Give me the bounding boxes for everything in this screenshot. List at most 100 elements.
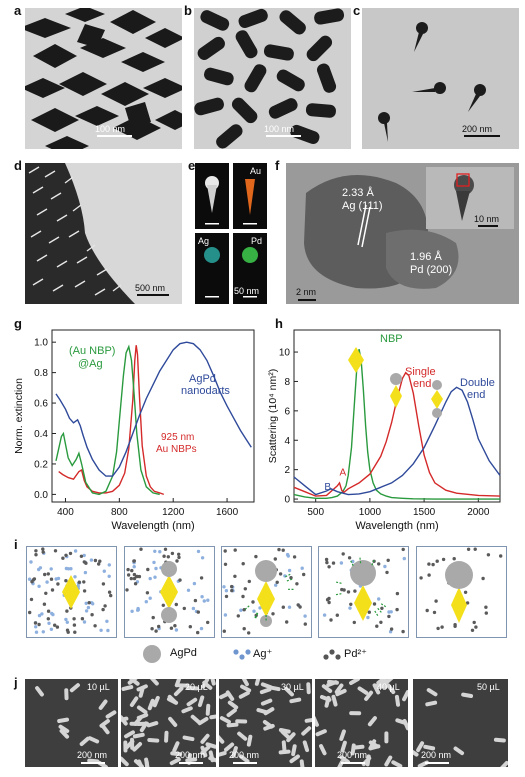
sem-particle bbox=[241, 679, 249, 687]
legend-label-ag: Ag⁺ bbox=[253, 648, 273, 660]
pd-ion bbox=[77, 580, 81, 584]
lattice-spacing-1: 2.33 Å bbox=[342, 187, 374, 199]
ag-ion bbox=[37, 584, 41, 588]
panel-label-a: a bbox=[14, 3, 22, 18]
ag-ion bbox=[107, 563, 112, 567]
extinction-chart: 400 800 1200 1600 0.0 0.2 0.4 0.6 0.8 1.0 Waveleng… bbox=[13, 329, 255, 532]
growth-arrow bbox=[349, 560, 354, 566]
pd-ion bbox=[387, 614, 391, 619]
ag-ion bbox=[65, 620, 69, 624]
sem-particle bbox=[315, 715, 319, 727]
ag-ion bbox=[132, 565, 136, 569]
sem-particle bbox=[57, 717, 70, 723]
sem-particle bbox=[299, 759, 305, 767]
pd-ion bbox=[486, 553, 491, 557]
sem-particle bbox=[209, 679, 216, 686]
ag-ion bbox=[84, 609, 89, 613]
sem-particle bbox=[185, 757, 198, 763]
ag-ion bbox=[130, 609, 134, 613]
sem-particle bbox=[35, 686, 44, 697]
scale-label-c: 200 nm bbox=[462, 124, 493, 134]
sem-scale-1: 200 nm bbox=[77, 750, 108, 760]
pd-ion bbox=[34, 553, 38, 557]
pd-ion bbox=[173, 624, 177, 628]
pd-ion bbox=[340, 587, 344, 592]
pd-ion bbox=[64, 579, 68, 583]
lattice-fringes-f bbox=[286, 163, 519, 304]
sem-particle bbox=[384, 755, 393, 767]
growth-arrow bbox=[335, 581, 342, 584]
sem-particle bbox=[262, 719, 274, 729]
ag-ion bbox=[383, 564, 387, 569]
ag-ion bbox=[54, 577, 58, 581]
eds-map-haadf bbox=[195, 163, 229, 229]
pd-ion bbox=[56, 582, 60, 586]
sem-particle bbox=[200, 745, 211, 755]
pd-ion bbox=[375, 624, 379, 628]
sem-scale-2: 200 nm bbox=[175, 750, 206, 760]
pd-ion bbox=[329, 618, 333, 622]
sem-particle bbox=[209, 713, 216, 720]
ag-ion bbox=[102, 569, 107, 573]
sem-particle bbox=[340, 740, 347, 753]
sem-image-2: 20 µL 200 nm bbox=[121, 679, 216, 767]
ag-ion bbox=[82, 553, 86, 558]
sem-particle bbox=[121, 685, 134, 691]
pd-ion bbox=[73, 630, 77, 634]
ag-ion bbox=[105, 619, 109, 623]
sem-particle bbox=[304, 717, 312, 723]
pd-ion bbox=[432, 610, 437, 615]
pd-ion bbox=[453, 624, 457, 628]
legend-label-agpd: AgPd bbox=[170, 647, 197, 659]
pd-ion bbox=[395, 591, 400, 596]
panel-label-f: f bbox=[275, 158, 280, 173]
schematic-step-2 bbox=[124, 546, 215, 638]
ag-ion bbox=[223, 613, 228, 617]
ag-ion bbox=[49, 567, 53, 571]
sem-particle bbox=[240, 684, 252, 693]
pd-ion bbox=[347, 556, 352, 560]
sem-image-3: 30 µL 200 nm bbox=[219, 679, 312, 767]
pd-ion bbox=[169, 626, 174, 630]
annotation-red-1: 925 nm bbox=[161, 432, 194, 443]
pd-ion bbox=[499, 554, 503, 558]
sem-volume-4: 40 µL bbox=[377, 682, 400, 692]
pd-ion bbox=[303, 622, 307, 626]
ag-ion bbox=[41, 630, 45, 634]
pd-ion bbox=[43, 572, 47, 577]
tem-image-d: 500 nm bbox=[25, 163, 182, 304]
pd-ion bbox=[145, 591, 150, 595]
pd-ion bbox=[82, 580, 86, 584]
pd-ion bbox=[271, 612, 275, 616]
pd-ion bbox=[389, 627, 394, 631]
pd-ion bbox=[243, 587, 247, 591]
ag-ion bbox=[49, 627, 54, 631]
annotation-green-1: (Au NBP) bbox=[69, 345, 115, 357]
sem-particle bbox=[289, 754, 300, 764]
ag-ion bbox=[196, 549, 201, 554]
pd-ion bbox=[434, 599, 438, 603]
ag-ion bbox=[222, 585, 226, 589]
growth-arrow bbox=[374, 610, 379, 617]
sem-particle bbox=[205, 742, 216, 749]
growth-arrow bbox=[285, 573, 291, 578]
pd-ion bbox=[206, 620, 210, 625]
sem-particle bbox=[350, 743, 356, 756]
annotation-green-2: @Ag bbox=[78, 358, 103, 370]
pd-ion bbox=[242, 627, 246, 631]
pd-ion bbox=[126, 567, 130, 572]
sem-particle bbox=[129, 721, 142, 727]
sem-particle bbox=[302, 740, 310, 753]
ag-ion bbox=[83, 570, 88, 575]
schematic-step-1 bbox=[26, 546, 117, 638]
sem-particle bbox=[493, 737, 506, 743]
sem-scale-bar-5 bbox=[425, 762, 449, 764]
growth-arrow bbox=[380, 603, 387, 608]
pd-ion bbox=[465, 601, 470, 605]
nanorod-particles-b bbox=[194, 8, 351, 149]
sem-particle bbox=[319, 744, 327, 756]
pd-ion bbox=[241, 594, 245, 599]
pd-ion bbox=[139, 547, 143, 551]
pd-ion bbox=[196, 610, 200, 614]
sem-volume-2: 20 µL bbox=[185, 682, 208, 692]
